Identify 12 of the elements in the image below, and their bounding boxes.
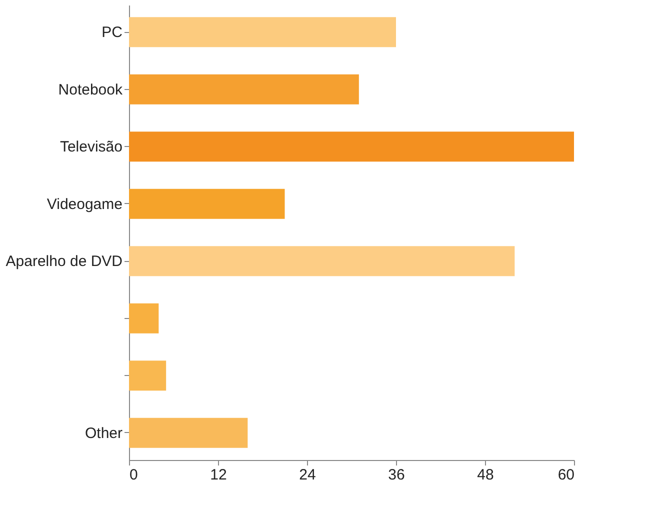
x-tick-label: 36 (388, 466, 405, 484)
x-tick-label: 0 (130, 466, 138, 484)
x-tick-label: 12 (210, 466, 227, 484)
y-tick-label: PC (102, 24, 123, 42)
y-tick-label: Videogame (46, 196, 122, 213)
y-tick-label: Aparelho de DVD (6, 253, 123, 270)
x-tick-label: 60 (558, 466, 574, 484)
y-tick-label: Televisão (60, 138, 122, 156)
x-tick-label: 24 (299, 466, 316, 484)
y-tick-label: Other (84, 424, 123, 442)
x-tick-label: 48 (477, 466, 494, 484)
y-tick-label: Notebook (58, 81, 123, 98)
